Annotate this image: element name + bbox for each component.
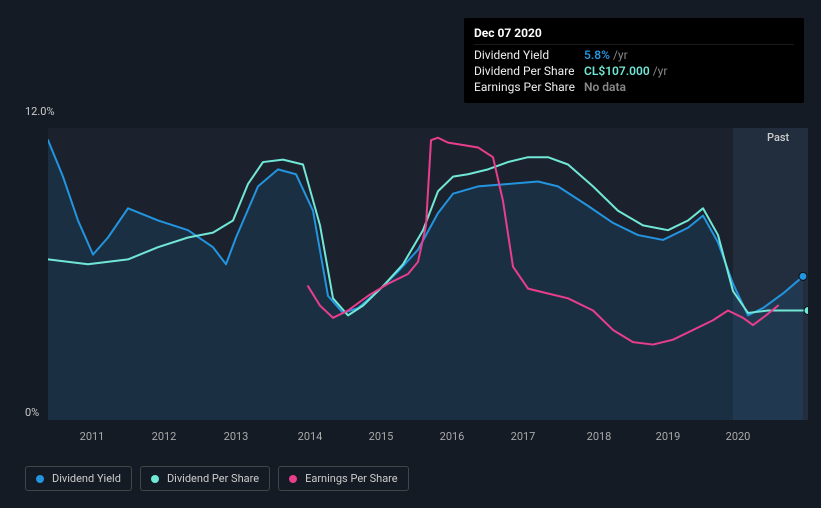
tooltip-row-value: 5.8% /yr [584, 48, 628, 62]
tooltip-row-label: Dividend Per Share [474, 64, 584, 78]
tooltip-row: Dividend Per ShareCL$107.000 /yr [474, 63, 794, 79]
y-axis-max-label: 12.0% [25, 105, 55, 118]
tooltip-row: Earnings Per ShareNo data [474, 79, 794, 95]
x-axis-tick-label: 2020 [726, 430, 751, 443]
legend-label: Earnings Per Share [305, 472, 398, 485]
x-axis-tick-label: 2014 [298, 430, 323, 443]
legend-item[interactable]: Dividend Yield [25, 466, 132, 491]
y-axis-min-label: 0% [25, 406, 39, 419]
x-axis-tick-label: 2015 [369, 430, 394, 443]
x-axis-tick-label: 2019 [656, 430, 681, 443]
hover-tooltip: Dec 07 2020 Dividend Yield5.8% /yrDivide… [464, 18, 804, 103]
x-axis-tick-label: 2018 [587, 430, 612, 443]
legend-item[interactable]: Dividend Per Share [140, 466, 270, 491]
legend-label: Dividend Yield [52, 472, 121, 485]
chart-legend: Dividend Yield Dividend Per Share Earnings… [25, 466, 409, 491]
dividend-chart [48, 128, 808, 420]
past-region-label: Past [767, 131, 789, 144]
x-axis-tick-label: 2011 [80, 430, 105, 443]
legend-label: Dividend Per Share [167, 472, 259, 485]
tooltip-date: Dec 07 2020 [474, 26, 794, 45]
legend-dot-icon [36, 475, 44, 483]
tooltip-row: Dividend Yield5.8% /yr [474, 47, 794, 63]
tooltip-row-label: Earnings Per Share [474, 80, 584, 94]
tooltip-row-value: CL$107.000 /yr [584, 64, 667, 78]
x-axis-tick-label: 2017 [511, 430, 536, 443]
x-axis-tick-label: 2013 [224, 430, 249, 443]
x-axis-tick-label: 2016 [440, 430, 465, 443]
legend-dot-icon [289, 475, 297, 483]
x-axis-tick-label: 2012 [152, 430, 177, 443]
legend-item[interactable]: Earnings Per Share [278, 466, 409, 491]
tooltip-row-value: No data [584, 80, 626, 94]
tooltip-row-label: Dividend Yield [474, 48, 584, 62]
legend-dot-icon [151, 475, 159, 483]
